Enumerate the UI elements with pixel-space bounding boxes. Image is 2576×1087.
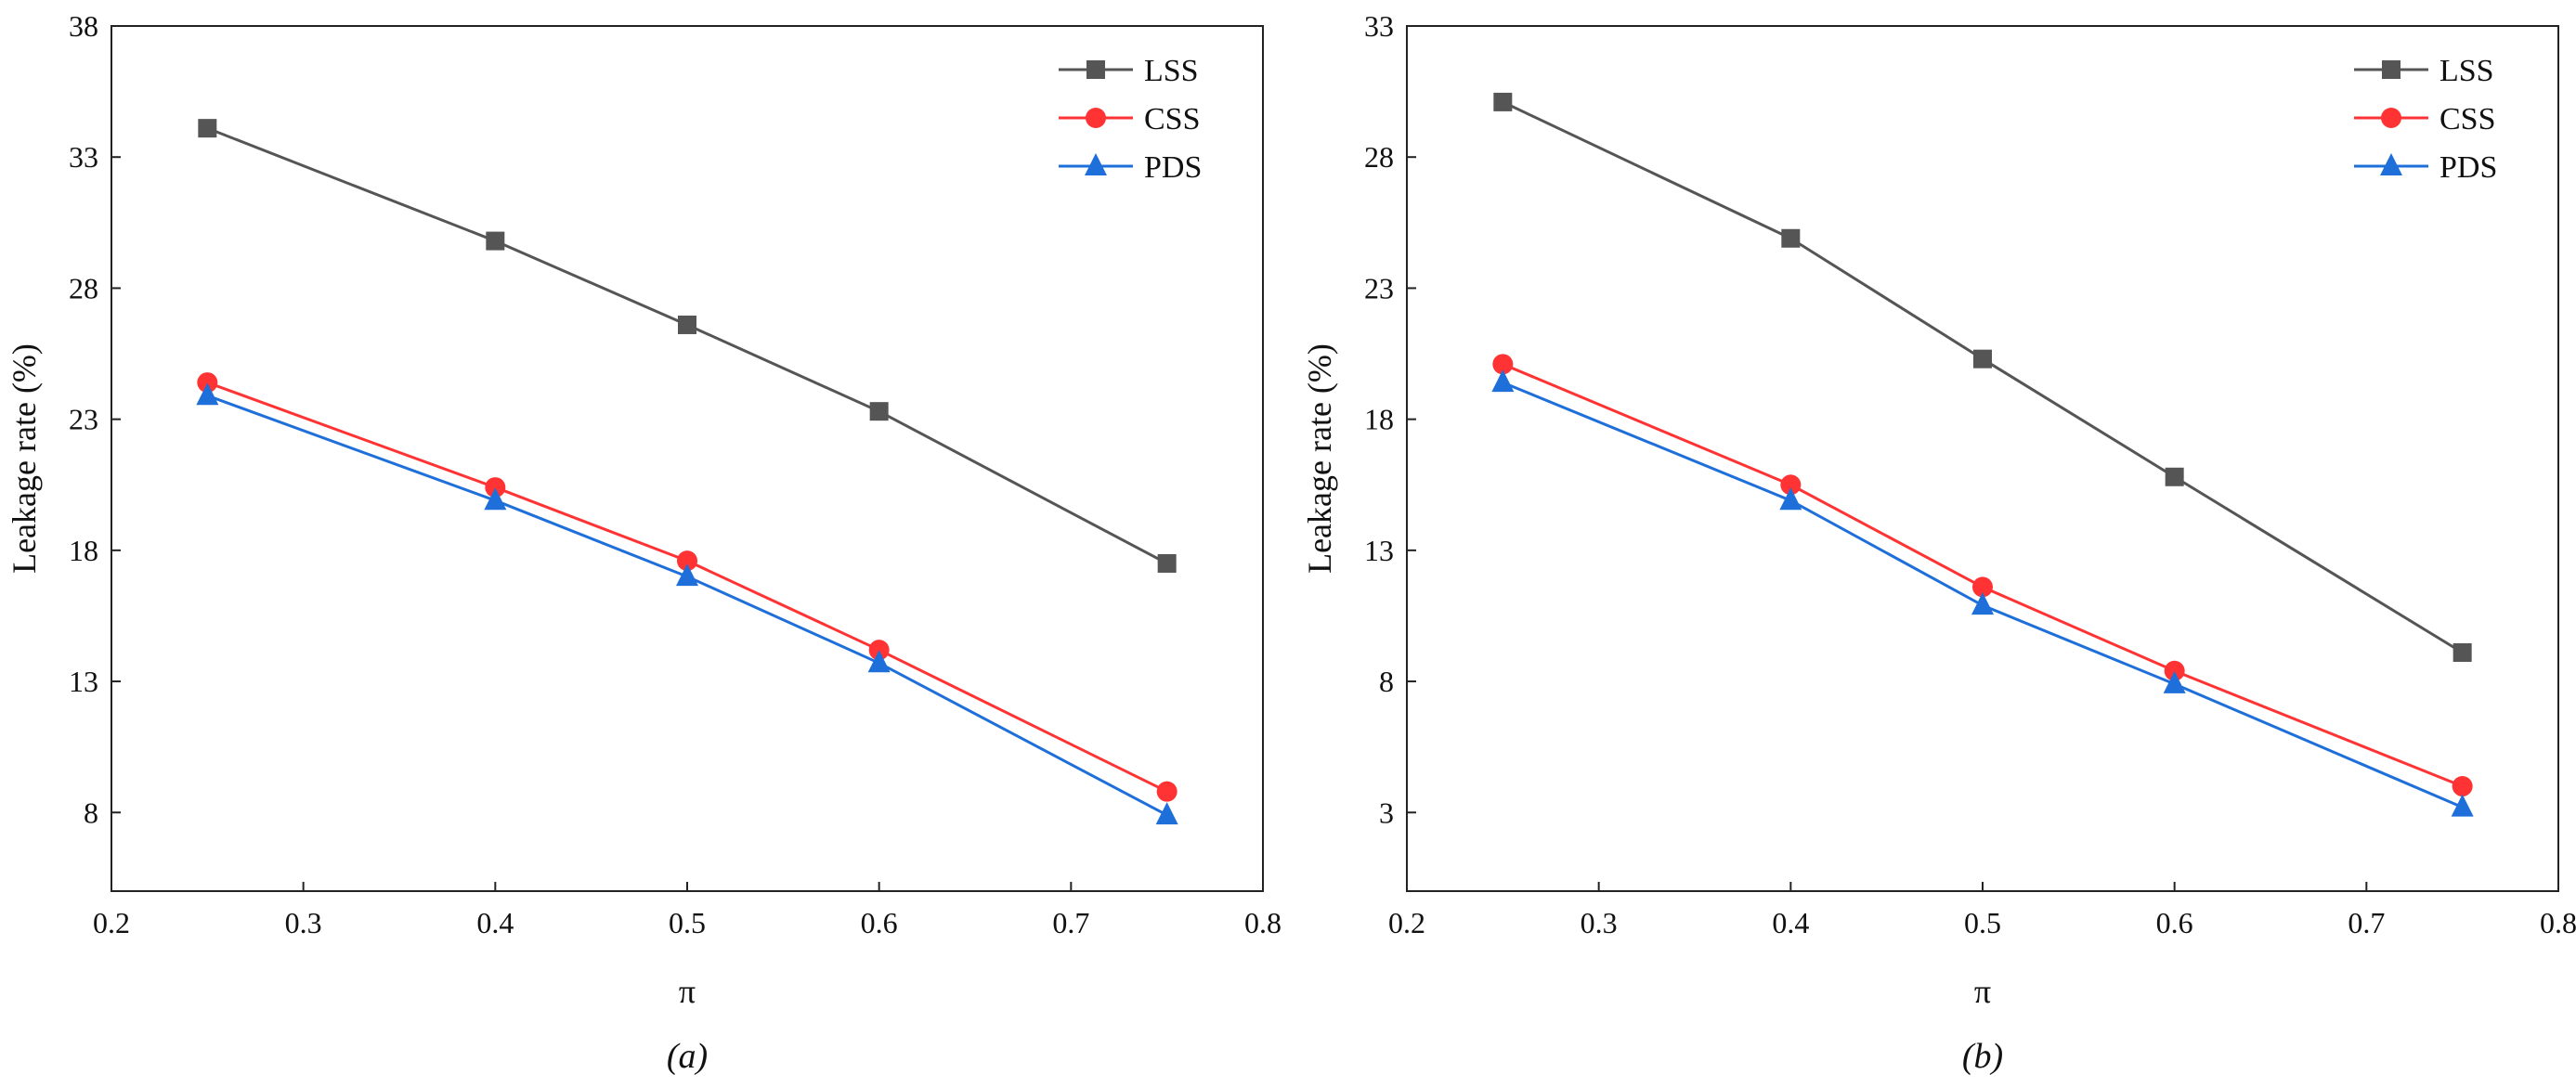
- x-tick-label: 0.3: [1581, 906, 1618, 939]
- data-point: [1155, 802, 1178, 825]
- series-line: [1502, 100, 2464, 654]
- data-point: [867, 650, 891, 673]
- chart-panel-b: 0.2 0.3 0.4 0.5 0.6 0.7 0.8 3 8 13 18 23 28 33 π Leakag…: [1301, 9, 2576, 1076]
- legend-label: PDS: [1144, 150, 1202, 185]
- data-point: [1493, 92, 1513, 111]
- legend-marker: [2382, 60, 2400, 79]
- data-point: [677, 550, 697, 572]
- panel-caption: (a): [667, 1037, 708, 1076]
- data-point: [2452, 776, 2473, 797]
- data-point: [486, 231, 505, 251]
- y-tick-label: 8: [1379, 665, 1394, 698]
- series-pds: [1491, 369, 2474, 817]
- series-line: [206, 394, 1168, 817]
- y-tick-label: 23: [69, 403, 98, 436]
- data-point: [198, 119, 217, 138]
- data-point: [1157, 553, 1177, 573]
- x-axis-title: π: [679, 973, 696, 1010]
- data-point: [2165, 467, 2184, 486]
- plot-frame: [1406, 25, 2559, 892]
- data-point: [1971, 592, 1994, 615]
- y-tick-label: 3: [1379, 796, 1394, 829]
- x-tick-label: 0.7: [1052, 906, 1089, 939]
- y-tick-label: 13: [69, 665, 98, 698]
- data-point: [2452, 642, 2472, 662]
- x-axis-title: π: [1974, 973, 1991, 1010]
- y-tick-label: 13: [1364, 534, 1394, 567]
- data-point: [1973, 349, 1992, 369]
- data-point: [1781, 228, 1801, 248]
- series-lss: [198, 119, 1177, 573]
- y-tick-label: 23: [1364, 271, 1394, 304]
- legend-marker: [1085, 153, 1107, 175]
- x-tick-label: 0.8: [1244, 906, 1281, 939]
- data-point: [1492, 354, 1514, 375]
- data-point: [196, 382, 219, 406]
- legend-marker: [1086, 108, 1106, 128]
- y-axis-title: Leakage rate (%): [1301, 343, 1338, 574]
- y-tick-label: 18: [1364, 403, 1394, 436]
- y-axis-title: Leakage rate (%): [6, 343, 43, 574]
- x-tick-label: 0.5: [669, 906, 706, 939]
- y-tick-label: 8: [84, 796, 98, 829]
- series-line: [206, 381, 1168, 794]
- data-point: [2164, 660, 2185, 681]
- data-point: [678, 315, 696, 334]
- data-point: [1156, 781, 1177, 802]
- data-point: [2451, 794, 2474, 817]
- x-tick-label: 0.3: [285, 906, 322, 939]
- data-point: [2163, 670, 2186, 693]
- series-line: [1502, 362, 2464, 788]
- y-tick-label: 33: [1364, 9, 1394, 43]
- x-tick-label: 0.5: [1964, 906, 2001, 939]
- legend-marker: [2380, 153, 2402, 175]
- x-tick-label: 0.6: [2156, 906, 2193, 939]
- plot-frame: [111, 25, 1264, 892]
- x-tick-label: 0.6: [861, 906, 898, 939]
- legend-label: LSS: [2439, 54, 2494, 88]
- y-tick-label: 38: [69, 9, 98, 43]
- series-line: [206, 126, 1168, 565]
- y-tick-label: 33: [69, 140, 98, 174]
- x-tick-label: 0.4: [476, 906, 514, 939]
- legend-label: LSS: [1144, 54, 1199, 88]
- series-css: [1492, 354, 2473, 797]
- data-point: [1780, 474, 1802, 496]
- legend-label: PDS: [2439, 150, 2497, 185]
- panel-caption: (b): [1962, 1037, 2003, 1076]
- data-point: [676, 563, 698, 587]
- x-tick-label: 0.2: [1388, 906, 1425, 939]
- data-point: [869, 402, 889, 421]
- legend: LSS CSS PDS: [1059, 54, 1202, 185]
- legend-label: CSS: [1144, 102, 1201, 136]
- legend-label: CSS: [2439, 102, 2496, 136]
- legend-marker: [2381, 108, 2401, 128]
- data-point: [1779, 487, 1802, 511]
- data-point: [1491, 369, 1515, 393]
- series-css: [197, 372, 1177, 802]
- legend-marker: [1086, 60, 1105, 79]
- x-tick-label: 0.7: [2348, 906, 2385, 939]
- y-tick-label: 28: [1364, 140, 1394, 174]
- chart-panel-a: 0.2 0.3 0.4 0.5 0.6 0.7 0.8 8 13 18 23 28 33 38 π Leaka…: [6, 9, 1281, 1076]
- x-tick-label: 0.2: [93, 906, 130, 939]
- series-pds: [196, 382, 1178, 825]
- y-tick-label: 28: [69, 271, 98, 304]
- series-lss: [1493, 92, 2472, 662]
- data-point: [485, 477, 506, 498]
- y-tick-label: 18: [69, 534, 98, 567]
- data-point: [1972, 576, 1993, 598]
- legend: LSS CSS PDS: [2354, 54, 2497, 185]
- data-point: [197, 372, 218, 394]
- x-tick-label: 0.4: [1772, 906, 1809, 939]
- data-point: [484, 487, 507, 511]
- data-point: [868, 640, 890, 661]
- x-tick-label: 0.8: [2540, 906, 2576, 939]
